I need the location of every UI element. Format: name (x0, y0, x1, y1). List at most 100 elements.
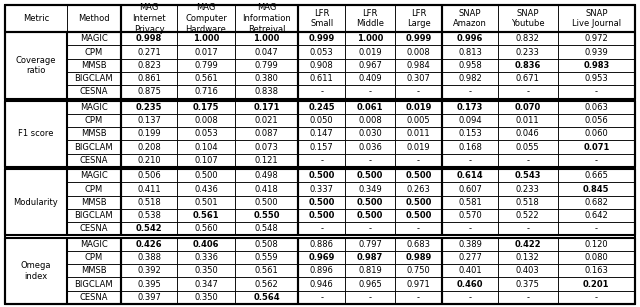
Text: 0.562: 0.562 (255, 280, 278, 289)
Text: 0.861: 0.861 (137, 74, 161, 83)
Text: 0.132: 0.132 (516, 253, 540, 262)
Text: 0.836: 0.836 (515, 61, 541, 70)
Text: 0.392: 0.392 (137, 266, 161, 275)
Text: 0.153: 0.153 (458, 129, 482, 138)
Text: 0.233: 0.233 (516, 48, 540, 56)
Text: -: - (369, 293, 372, 302)
Text: SNAP
Youtube: SNAP Youtube (511, 9, 545, 28)
Text: 0.030: 0.030 (358, 129, 382, 138)
Text: 0.500: 0.500 (308, 211, 335, 220)
Text: 0.005: 0.005 (407, 116, 430, 125)
Text: 0.008: 0.008 (406, 48, 431, 56)
Text: -: - (320, 224, 323, 233)
Text: 0.999: 0.999 (308, 34, 335, 43)
Text: 0.350: 0.350 (194, 293, 218, 302)
Text: 0.797: 0.797 (358, 240, 382, 249)
Text: 0.967: 0.967 (358, 61, 382, 70)
Text: 0.008: 0.008 (194, 116, 218, 125)
Text: 0.946: 0.946 (310, 280, 333, 289)
Text: BIGCLAM: BIGCLAM (74, 74, 113, 83)
Text: 0.845: 0.845 (583, 185, 609, 193)
Text: 0.388: 0.388 (137, 253, 161, 262)
Text: 0.982: 0.982 (458, 74, 482, 83)
Text: 0.538: 0.538 (137, 211, 161, 220)
Text: 0.137: 0.137 (137, 116, 161, 125)
Text: 0.972: 0.972 (584, 34, 608, 43)
Text: Omega
index: Omega index (20, 261, 51, 281)
Text: 0.021: 0.021 (255, 116, 278, 125)
Text: 0.104: 0.104 (194, 143, 218, 152)
Text: -: - (417, 156, 420, 165)
Text: 0.561: 0.561 (193, 211, 220, 220)
Text: 0.201: 0.201 (583, 280, 609, 289)
Text: 0.094: 0.094 (458, 116, 482, 125)
Text: 0.375: 0.375 (516, 280, 540, 289)
Text: -: - (417, 224, 420, 233)
Text: 0.199: 0.199 (137, 129, 161, 138)
Text: 1.000: 1.000 (193, 34, 220, 43)
Text: -: - (369, 224, 372, 233)
Text: MAG
Information
Retreival: MAG Information Retreival (242, 3, 291, 34)
Text: 0.147: 0.147 (310, 129, 333, 138)
Text: 0.998: 0.998 (136, 34, 162, 43)
Text: LFR
Small: LFR Small (310, 9, 333, 28)
Text: 0.614: 0.614 (456, 171, 483, 180)
Text: 0.307: 0.307 (406, 74, 431, 83)
Text: 1.000: 1.000 (357, 34, 383, 43)
Text: 0.518: 0.518 (137, 198, 161, 207)
Text: 0.397: 0.397 (137, 293, 161, 302)
Text: 0.939: 0.939 (584, 48, 608, 56)
Text: 0.999: 0.999 (405, 34, 431, 43)
Text: 0.157: 0.157 (310, 143, 333, 152)
Text: 0.543: 0.543 (515, 171, 541, 180)
Text: 0.053: 0.053 (310, 48, 333, 56)
Text: 0.337: 0.337 (310, 185, 333, 193)
Text: -: - (468, 224, 472, 233)
Text: CESNA: CESNA (79, 156, 108, 165)
Text: 0.971: 0.971 (406, 280, 431, 289)
Text: 0.984: 0.984 (406, 61, 431, 70)
Text: -: - (320, 293, 323, 302)
Text: 0.107: 0.107 (194, 156, 218, 165)
Text: LFR
Middle: LFR Middle (356, 9, 384, 28)
Text: 0.120: 0.120 (584, 240, 608, 249)
Text: 0.350: 0.350 (194, 266, 218, 275)
Text: 0.838: 0.838 (255, 87, 278, 96)
Text: 0.389: 0.389 (458, 240, 482, 249)
Text: 0.073: 0.073 (255, 143, 278, 152)
Text: 0.500: 0.500 (405, 198, 432, 207)
Text: 0.271: 0.271 (137, 48, 161, 56)
Text: 0.548: 0.548 (255, 224, 278, 233)
Text: -: - (595, 156, 598, 165)
Text: 0.559: 0.559 (255, 253, 278, 262)
Text: 0.823: 0.823 (137, 61, 161, 70)
Text: 0.426: 0.426 (136, 240, 163, 249)
Text: -: - (526, 156, 529, 165)
Text: 0.011: 0.011 (407, 129, 430, 138)
Text: BIGCLAM: BIGCLAM (74, 211, 113, 220)
Text: 0.799: 0.799 (194, 61, 218, 70)
Text: MAG
Computer
Hardware: MAG Computer Hardware (185, 3, 227, 34)
Text: 0.409: 0.409 (358, 74, 382, 83)
Text: 0.987: 0.987 (357, 253, 383, 262)
Text: 0.277: 0.277 (458, 253, 482, 262)
Text: 0.070: 0.070 (515, 103, 541, 112)
Text: 0.542: 0.542 (136, 224, 163, 233)
Text: -: - (595, 224, 598, 233)
Text: 0.607: 0.607 (458, 185, 482, 193)
Text: 0.989: 0.989 (405, 253, 431, 262)
Text: 0.336: 0.336 (194, 253, 218, 262)
Text: 0.121: 0.121 (255, 156, 278, 165)
Text: 0.550: 0.550 (253, 211, 280, 220)
Text: 0.168: 0.168 (458, 143, 482, 152)
Text: 0.061: 0.061 (357, 103, 383, 112)
Text: 0.996: 0.996 (457, 34, 483, 43)
Text: 0.682: 0.682 (584, 198, 608, 207)
Text: 0.418: 0.418 (255, 185, 278, 193)
Text: 0.235: 0.235 (136, 103, 163, 112)
Text: 0.500: 0.500 (308, 198, 335, 207)
Text: -: - (595, 293, 598, 302)
Text: CESNA: CESNA (79, 224, 108, 233)
Text: -: - (595, 87, 598, 96)
Text: CPM: CPM (84, 48, 103, 56)
